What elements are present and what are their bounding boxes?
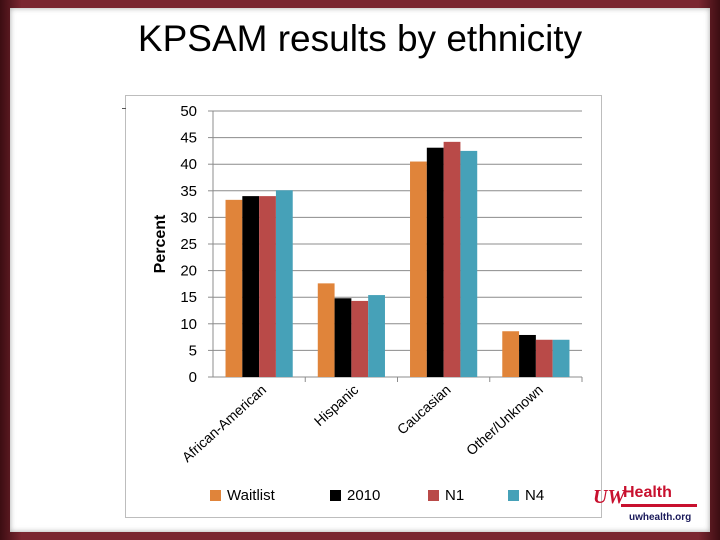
bar xyxy=(225,199,243,377)
y-tick-label: 45 xyxy=(180,130,197,147)
y-tick-label: 35 xyxy=(180,183,197,200)
legend-label: N1 xyxy=(445,487,464,504)
bar xyxy=(443,141,461,377)
legend-label: Waitlist xyxy=(227,487,276,504)
bar xyxy=(242,196,260,377)
slide-title: KPSAM results by ethnicity xyxy=(137,18,583,59)
bar xyxy=(334,298,352,377)
y-tick-label: 25 xyxy=(180,236,197,253)
bar xyxy=(552,339,570,377)
y-tick-label: 40 xyxy=(180,156,197,173)
bar xyxy=(460,150,478,377)
x-tick-label: Other/Unknown xyxy=(463,381,546,458)
bar xyxy=(535,339,553,377)
y-tick-label: 15 xyxy=(180,289,197,306)
bar xyxy=(275,190,293,377)
legend-swatch xyxy=(330,490,341,501)
y-tick-label: 5 xyxy=(189,342,197,359)
legend-swatch xyxy=(508,490,519,501)
legend-swatch xyxy=(210,490,221,501)
bar xyxy=(351,300,369,377)
legend-label: N4 xyxy=(525,487,544,504)
legend-label: 2010 xyxy=(347,487,380,504)
logo-brand: Health xyxy=(623,484,672,501)
bar xyxy=(410,161,427,377)
x-tick-label: Hispanic xyxy=(311,381,362,429)
y-tick-label: 0 xyxy=(189,369,197,386)
y-tick-label: 10 xyxy=(180,316,197,333)
chart-area xyxy=(125,95,602,518)
logo-underline xyxy=(621,504,697,507)
bar xyxy=(259,196,276,377)
bar xyxy=(426,147,444,377)
y-tick-label: 20 xyxy=(180,263,197,280)
uw-health-logo: UW Health uwhealth.org xyxy=(593,482,703,528)
x-tick-label: African-American xyxy=(179,381,270,465)
logo-mark: UW xyxy=(593,486,626,508)
bar xyxy=(519,334,536,377)
bar xyxy=(502,331,520,377)
x-tick-label: Caucasian xyxy=(394,381,454,437)
legend-swatch xyxy=(428,490,439,501)
y-axis-label: Percent xyxy=(152,214,169,273)
axis-tick-mark xyxy=(122,108,126,109)
y-tick-label: 30 xyxy=(180,209,197,226)
y-tick-label: 50 xyxy=(180,103,197,120)
logo-url: uwhealth.org xyxy=(629,512,692,523)
bar xyxy=(317,283,335,377)
bar xyxy=(368,295,385,377)
